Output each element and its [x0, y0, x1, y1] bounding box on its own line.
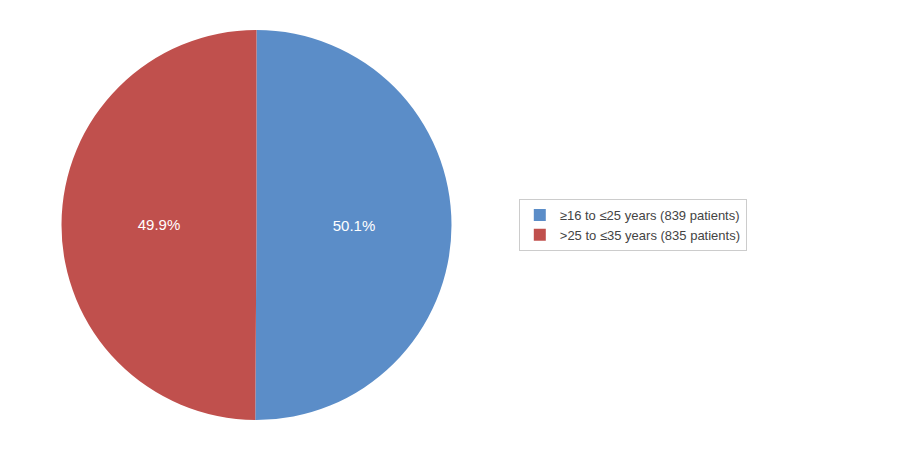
svg-text:49.9%: 49.9% — [138, 216, 181, 233]
svg-text:>25 to ≤35 years (835 patients: >25 to ≤35 years (835 patients) — [560, 228, 740, 243]
svg-text:≥16 to ≤25 years (839 patients: ≥16 to ≤25 years (839 patients) — [560, 208, 740, 223]
svg-text:50.1%: 50.1% — [333, 217, 376, 234]
